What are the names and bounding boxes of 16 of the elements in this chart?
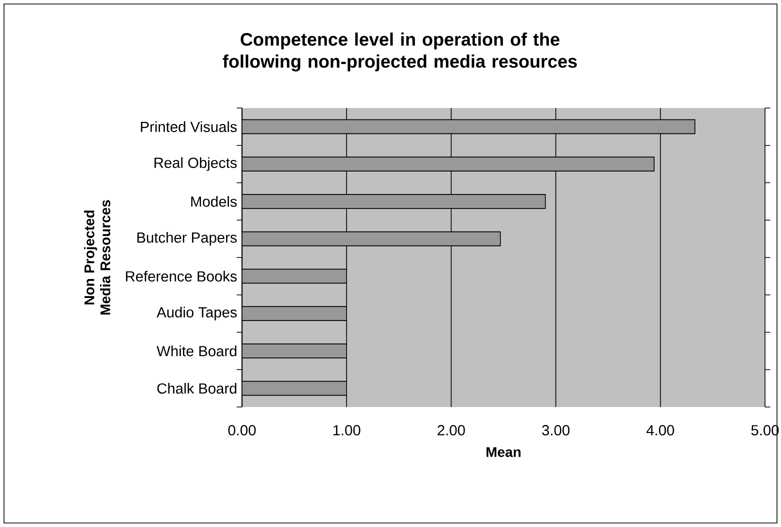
x-tick-label: 0.00 xyxy=(228,425,256,436)
y-tick-label: Chalk Board xyxy=(157,382,236,394)
y-tick-label: White Board xyxy=(156,346,236,356)
y-tick-label: Butcher Papers xyxy=(137,232,237,246)
y-tick-label: Audio Tapes xyxy=(156,306,237,320)
y-tick-label: Models xyxy=(191,196,237,207)
x-axis-title: Mean xyxy=(486,447,521,458)
x-tick-label: 4.00 xyxy=(646,425,674,436)
x-tick-label: 2.00 xyxy=(438,425,465,436)
chart-title: Competence level in operation of the following non-projected media resources xyxy=(222,32,577,72)
y-tick-label: Printed Visuals xyxy=(140,121,237,132)
x-tick-label: 1.00 xyxy=(333,425,360,436)
y-tick-label: Reference Books xyxy=(126,270,237,282)
x-tick-label: 3.00 xyxy=(542,425,570,436)
y-axis-title: Non Projected Media Resources xyxy=(84,200,110,315)
y-tick-label: Real Objects xyxy=(154,157,237,171)
